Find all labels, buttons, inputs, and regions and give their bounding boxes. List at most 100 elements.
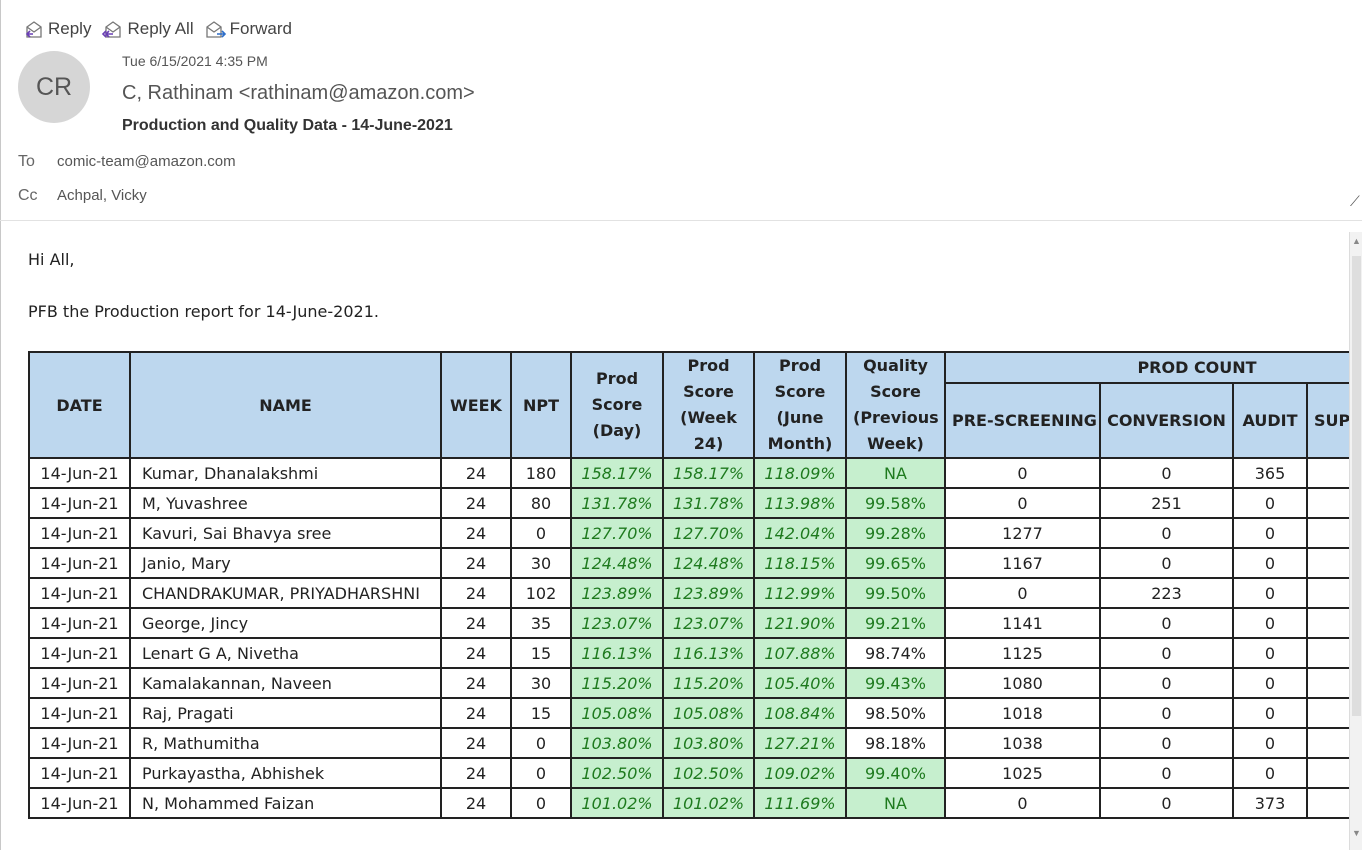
cell-pre-screening: 1277 — [944, 517, 1101, 549]
cell-name: Kumar, Dhanalakshmi — [129, 457, 442, 489]
cell-npt: 180 — [510, 457, 572, 489]
table-row: 14-Jun-21 Kumar, Dhanalakshmi 24 180 158.17%… — [28, 457, 1349, 489]
cell-week: 24 — [440, 577, 512, 609]
cell-audit: 0 — [1232, 757, 1308, 789]
cell-prod-day: 105.08% — [570, 697, 664, 729]
header-pre-screening: PRE-SCREENING — [944, 382, 1101, 459]
cell-name: Kamalakannan, Naveen — [129, 667, 442, 699]
cell-prod-day: 158.17% — [570, 457, 664, 489]
cell-npt: 0 — [510, 757, 572, 789]
cell-prod-day: 116.13% — [570, 637, 664, 669]
cell-week: 24 — [440, 757, 512, 789]
table-header-row: DATE NAME WEEK NPT Prod Score (Day) Prod… — [28, 350, 1349, 459]
table-row: 14-Jun-21 R, Mathumitha 24 0 103.80% 103.80% 1… — [28, 727, 1349, 759]
cell-prod-month: 107.88% — [753, 637, 847, 669]
cell-prod-week: 158.17% — [662, 457, 755, 489]
cell-quality: 99.50% — [845, 577, 946, 609]
cell-week: 24 — [440, 547, 512, 579]
cell-quality: 99.65% — [845, 547, 946, 579]
cell-prod-week: 116.13% — [662, 637, 755, 669]
header-sup: SUP — [1305, 382, 1349, 459]
cell-quality: 99.43% — [845, 667, 946, 699]
cell-prod-day: 115.20% — [570, 667, 664, 699]
cell-conversion: 0 — [1099, 697, 1234, 729]
expand-header-icon[interactable]: ⟋ — [1350, 193, 1360, 209]
cc-recipient[interactable]: Achpal, Vicky — [57, 187, 147, 204]
cell-prod-month: 142.04% — [753, 517, 847, 549]
cell-date: 14-Jun-21 — [28, 697, 131, 729]
cell-week: 24 — [440, 457, 512, 489]
sent-date: Tue 6/15/2021 4:35 PM — [122, 53, 268, 69]
reply-icon — [25, 21, 42, 38]
cell-week: 24 — [440, 487, 512, 519]
cell-name: Raj, Pragati — [129, 697, 442, 729]
cell-date: 14-Jun-21 — [28, 757, 131, 789]
cell-quality: NA — [845, 457, 946, 489]
cell-prod-day: 101.02% — [570, 787, 664, 819]
header-prod-count: PROD COUNT — [943, 350, 1349, 385]
reply-all-label: Reply All — [127, 19, 194, 38]
cell-pre-screening: 1141 — [944, 607, 1101, 639]
forward-label: Forward — [229, 19, 292, 38]
window-left-border — [0, 0, 1, 850]
cell-npt: 102 — [510, 577, 572, 609]
cell-week: 24 — [440, 787, 512, 819]
scrollbar-thumb[interactable] — [1352, 256, 1361, 716]
scroll-up-icon[interactable]: ▲ — [1352, 236, 1361, 246]
cell-prod-month: 111.69% — [753, 787, 847, 819]
cell-quality: 99.21% — [845, 607, 946, 639]
cell-name: Janio, Mary — [129, 547, 442, 579]
cell-audit: 373 — [1232, 787, 1308, 819]
table-row: 14-Jun-21 George, Jincy 24 35 123.07% 123.07%… — [28, 607, 1349, 639]
cell-date: 14-Jun-21 — [28, 727, 131, 759]
cell-audit: 0 — [1232, 517, 1308, 549]
cell-conversion: 0 — [1099, 607, 1234, 639]
cell-prod-day: 127.70% — [570, 517, 664, 549]
cell-conversion: 0 — [1099, 787, 1234, 819]
cell-date: 14-Jun-21 — [28, 607, 131, 639]
message-toolbar: Reply Reply All Forward — [22, 16, 302, 42]
vertical-scrollbar[interactable]: ▲ ▼ — [1349, 232, 1362, 850]
cell-sup — [1305, 727, 1349, 759]
cell-prod-day: 103.80% — [570, 727, 664, 759]
table-row: 14-Jun-21 Janio, Mary 24 30 124.48% 124.48% 11… — [28, 547, 1349, 579]
cell-audit: 365 — [1232, 457, 1308, 489]
to-label: To — [18, 153, 35, 170]
table-row: 14-Jun-21 M, Yuvashree 24 80 131.78% 131.78% 1… — [28, 487, 1349, 519]
cell-conversion: 0 — [1099, 667, 1234, 699]
message-body: Hi All, PFB the Production report for 14… — [0, 232, 1349, 850]
cell-prod-week: 102.50% — [662, 757, 755, 789]
cell-prod-week: 103.80% — [662, 727, 755, 759]
reply-all-button[interactable]: Reply All — [101, 18, 194, 40]
cell-audit: 0 — [1232, 547, 1308, 579]
cell-pre-screening: 1025 — [944, 757, 1101, 789]
forward-button[interactable]: Forward — [204, 18, 292, 40]
cell-pre-screening: 1038 — [944, 727, 1101, 759]
cell-audit: 0 — [1232, 577, 1308, 609]
email-subject: Production and Quality Data - 14-June-20… — [122, 117, 453, 134]
cell-quality: 98.74% — [845, 637, 946, 669]
cell-npt: 0 — [510, 787, 572, 819]
cell-audit: 0 — [1232, 607, 1308, 639]
header-prod-day: Prod Score (Day) — [570, 351, 664, 459]
cell-name: Kavuri, Sai Bhavya sree — [129, 517, 442, 549]
reply-button[interactable]: Reply — [22, 18, 91, 40]
cell-sup — [1305, 697, 1349, 729]
cell-date: 14-Jun-21 — [28, 547, 131, 579]
cell-quality: 99.40% — [845, 757, 946, 789]
cell-prod-day: 124.48% — [570, 547, 664, 579]
cell-audit: 0 — [1232, 697, 1308, 729]
cell-quality: NA — [845, 787, 946, 819]
cell-conversion: 0 — [1099, 547, 1234, 579]
cell-prod-day: 102.50% — [570, 757, 664, 789]
scroll-down-icon[interactable]: ▼ — [1352, 828, 1361, 838]
to-recipient[interactable]: comic-team@amazon.com — [57, 153, 236, 170]
cell-name: R, Mathumitha — [129, 727, 442, 759]
cell-quality: 99.28% — [845, 517, 946, 549]
cell-prod-week: 124.48% — [662, 547, 755, 579]
sender-avatar: CR — [18, 51, 90, 123]
cell-prod-week: 101.02% — [662, 787, 755, 819]
cell-prod-day: 123.89% — [570, 577, 664, 609]
sender-name[interactable]: C, Rathinam <rathinam@amazon.com> — [122, 82, 475, 104]
cell-pre-screening: 1125 — [944, 637, 1101, 669]
